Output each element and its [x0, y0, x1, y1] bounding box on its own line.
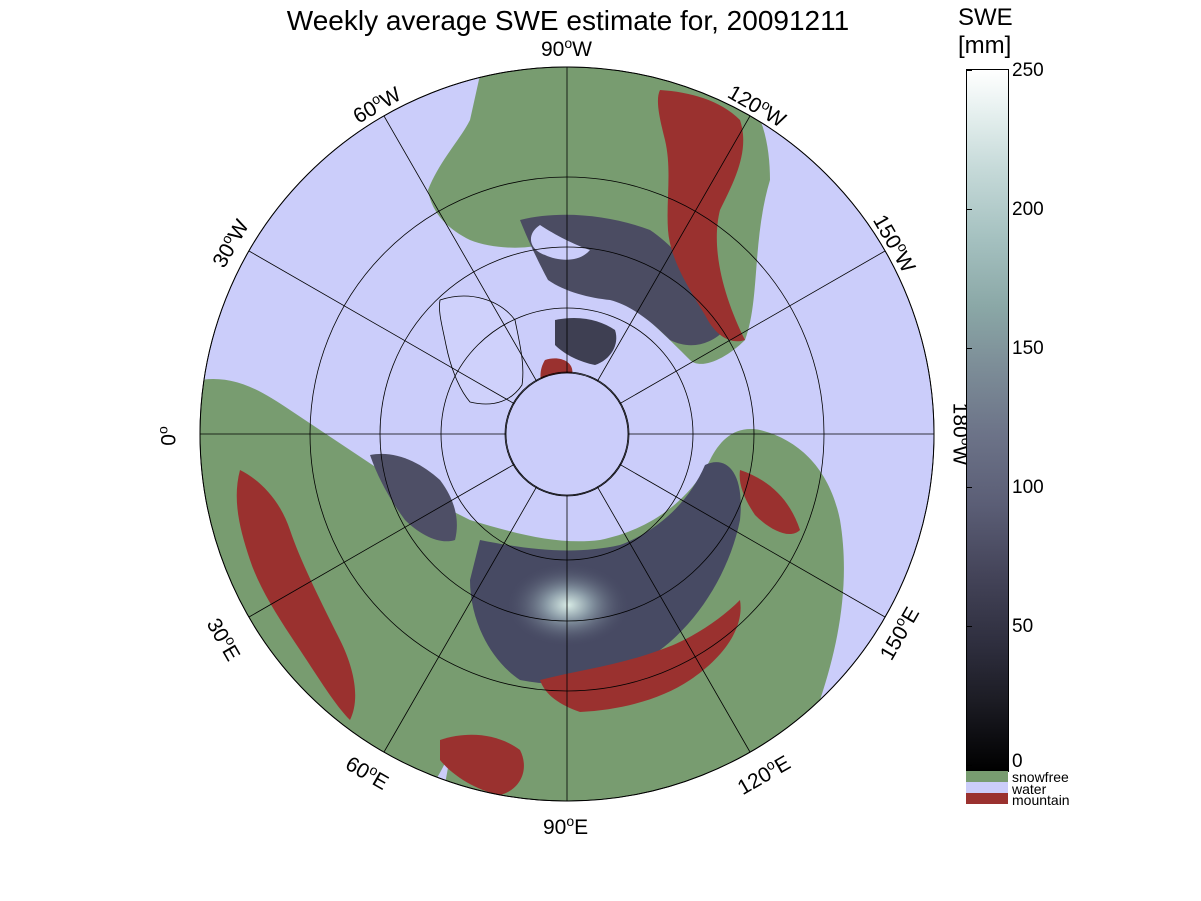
map-title: Weekly average SWE estimate for, 2009121… [286, 5, 850, 36]
colorbar-tick-label: 100 [1012, 477, 1044, 498]
legend-swatch-snowfree [966, 771, 1008, 782]
scandinavia [370, 453, 457, 542]
kamchatka-mountains [739, 470, 800, 535]
colorbar-tick [966, 626, 972, 627]
colorbar-title-line2: [mm] [958, 32, 1012, 59]
legend-swatch-mountain [966, 793, 1008, 804]
hudson-bay [530, 225, 590, 260]
colorbar-tick [966, 487, 972, 488]
rocky-mountains [657, 90, 745, 342]
japan-region [759, 580, 815, 654]
colorbar-tick [966, 765, 972, 766]
colorbar-tick [966, 70, 972, 71]
asia-mountains [540, 600, 741, 712]
colorbar-title: SWE [mm] [958, 4, 1013, 60]
europe-mountains [236, 470, 356, 720]
colorbar-tick-label: 0 [1012, 751, 1023, 772]
colorbar-title-line1: SWE [958, 4, 1013, 31]
meridian-label-90w: 90oW [541, 35, 592, 61]
legend-swatch-water [966, 782, 1008, 793]
colorbar-gradient [966, 69, 1009, 772]
colorbar-tick [966, 209, 972, 210]
legend-label-mountain: mountain [1012, 792, 1070, 808]
polar-cap [505, 372, 629, 496]
greenland [439, 295, 524, 405]
himalaya-mountains [440, 734, 524, 795]
meridian-label-0: 0o [154, 426, 181, 446]
colorbar-tick-label: 250 [1012, 60, 1044, 81]
arctic-archipelago [555, 318, 617, 365]
snow-peak-region [506, 563, 630, 647]
colorbar-tick-label: 200 [1012, 199, 1044, 220]
colorbar-tick-label: 150 [1012, 338, 1044, 359]
colorbar-tick [966, 348, 972, 349]
globe-outline [199, 66, 935, 802]
colorbar-tick-label: 50 [1012, 616, 1034, 637]
legend-label-snowfree: snowfree [1012, 769, 1069, 785]
legend-label-water: water [1012, 781, 1047, 797]
meridian-label-90e: 90oE [543, 813, 589, 839]
